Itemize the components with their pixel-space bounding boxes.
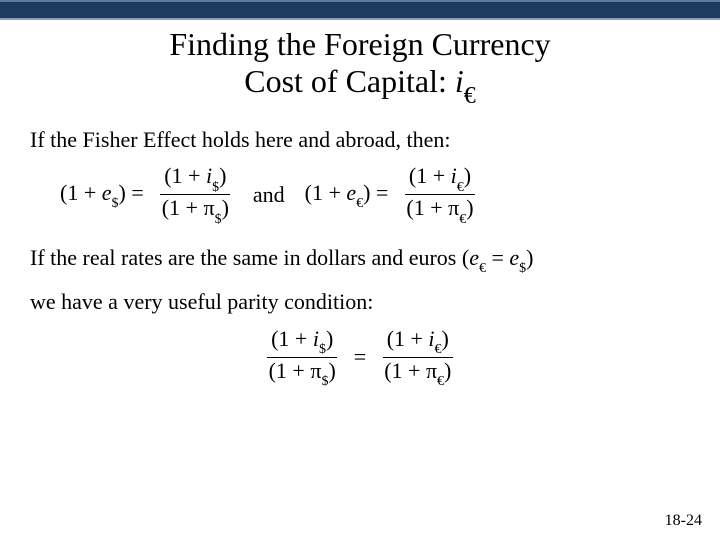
t: π xyxy=(426,358,437,383)
t: e xyxy=(346,180,356,205)
t: (1 + xyxy=(271,326,313,351)
eq1-lhs-var: e xyxy=(102,180,112,205)
t: $ xyxy=(215,212,222,227)
t: ) xyxy=(326,326,333,351)
t: ) = xyxy=(363,180,388,205)
t: π xyxy=(448,195,459,220)
eq2-frac2-den: (1 + π€) xyxy=(380,358,455,388)
eq1-rhs: (1 + e€) = xyxy=(305,180,389,210)
eq2-frac2: (1 + i€) (1 + π€) xyxy=(380,327,455,388)
eq1-lhs-sub: $ xyxy=(112,196,119,211)
eq1-lhs-pre: (1 + xyxy=(60,180,102,205)
t: π xyxy=(310,358,321,383)
p2c: = xyxy=(486,245,509,270)
t: (1 + xyxy=(406,195,448,220)
eq1-lhs-post: ) = xyxy=(119,180,144,205)
header-band xyxy=(0,0,720,20)
eq1-mid: and xyxy=(253,182,285,208)
eq1-frac1-den: (1 + π$) xyxy=(158,195,233,225)
t: € xyxy=(435,342,442,357)
p2ds: $ xyxy=(519,261,526,276)
p2bs: € xyxy=(479,261,486,276)
eq1-frac2-den: (1 + π€) xyxy=(402,195,477,225)
t: (1 + xyxy=(162,195,204,220)
t: ) xyxy=(442,326,449,351)
t: ) xyxy=(466,195,473,220)
title-line2-pre: Cost of Capital: xyxy=(244,63,455,99)
eq2-frac1-den: (1 + π$) xyxy=(265,358,340,388)
t: i xyxy=(428,326,434,351)
title-var: i xyxy=(455,63,464,99)
t: $ xyxy=(319,342,326,357)
t: (1 + xyxy=(384,358,426,383)
t: ) xyxy=(444,358,451,383)
t: (1 + xyxy=(409,163,451,188)
title-var-sub: € xyxy=(464,83,476,109)
t: ) xyxy=(219,163,226,188)
t: ) xyxy=(328,358,335,383)
t: $ xyxy=(212,180,219,195)
t: i xyxy=(451,163,457,188)
slide-content: Finding the Foreign Currency Cost of Cap… xyxy=(0,26,720,388)
eq1-frac1-num: (1 + i$) xyxy=(160,164,230,195)
equation-1: (1 + e$) = (1 + i$) (1 + π$) and (1 + e€… xyxy=(60,164,690,225)
p2e: ) xyxy=(526,245,533,270)
eq2-frac1: (1 + i$) (1 + π$) xyxy=(265,327,340,388)
p2a: If the real rates are the same in dollar… xyxy=(30,245,469,270)
t: € xyxy=(356,196,363,211)
page-number: 18-24 xyxy=(665,512,702,530)
t: € xyxy=(457,180,464,195)
eq2-frac1-num: (1 + i$) xyxy=(267,327,337,358)
eq2-equals: = xyxy=(354,344,366,370)
paragraph-3: we have a very useful parity condition: xyxy=(30,287,690,317)
t: (1 + xyxy=(305,180,347,205)
t: ) xyxy=(222,195,229,220)
paragraph-2: If the real rates are the same in dollar… xyxy=(30,243,690,277)
p2b: e xyxy=(469,245,479,270)
t: (1 + xyxy=(387,326,429,351)
t: € xyxy=(459,212,466,227)
paragraph-1: If the Fisher Effect holds here and abro… xyxy=(30,125,690,155)
eq1-frac2-num: (1 + i€) xyxy=(405,164,475,195)
eq1-frac2: (1 + i€) (1 + π€) xyxy=(402,164,477,225)
slide-title: Finding the Foreign Currency Cost of Cap… xyxy=(30,26,690,107)
eq1-lhs: (1 + e$) = xyxy=(60,180,144,210)
eq2-frac2-num: (1 + i€) xyxy=(383,327,453,358)
t: (1 + xyxy=(269,358,311,383)
title-line1: Finding the Foreign Currency xyxy=(169,26,550,62)
t: ) xyxy=(464,163,471,188)
t: π xyxy=(203,195,214,220)
t: (1 + xyxy=(164,163,206,188)
equation-2: (1 + i$) (1 + π$) = (1 + i€) (1 + π€) xyxy=(30,327,690,388)
eq1-frac1: (1 + i$) (1 + π$) xyxy=(158,164,233,225)
t: $ xyxy=(321,374,328,389)
t: € xyxy=(437,374,444,389)
p2d: e xyxy=(509,245,519,270)
